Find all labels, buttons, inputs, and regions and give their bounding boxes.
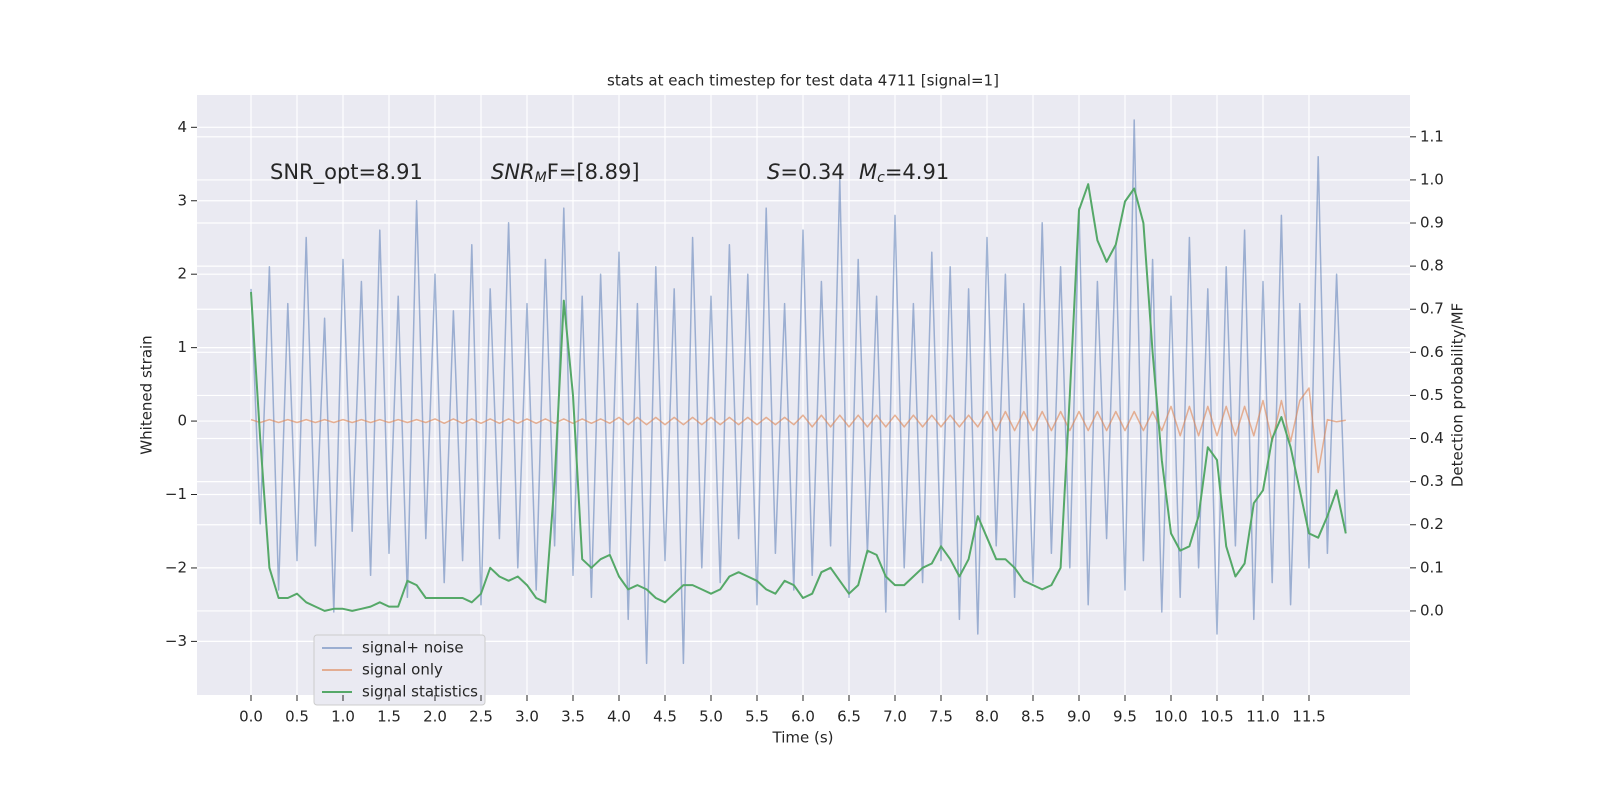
x-tick-label: 10.0 [1154,708,1187,726]
y2-tick-label: 0.5 [1420,386,1444,404]
x-tick-label: 9.0 [1067,708,1091,726]
annotation-text: SNR_opt=8.91 [270,160,423,185]
series-line [250,183,1347,612]
y-tick-label: 4 [177,118,187,136]
x-tick-label: 8.0 [975,708,999,726]
annotation: S=0.34 [767,160,845,184]
annotation-text: c [877,170,885,186]
annotation: SNR_opt=8.91 [270,160,423,185]
y-tick-label: −2 [165,558,187,576]
x-tick-label: 1.0 [331,708,355,726]
x-axis-label: Time (s) [772,729,834,747]
x-tick-label: 4.5 [653,708,677,726]
legend-label: signal statistics [362,683,478,701]
y2-tick-label: 1.0 [1420,170,1444,188]
x-tick-label: 6.0 [791,708,815,726]
x-tick-label: 9.5 [1113,708,1137,726]
x-tick-label: 10.5 [1200,708,1233,726]
y2-tick-label: 0.7 [1420,300,1444,318]
y2-tick-label: 0.4 [1420,429,1444,447]
y2-tick-label: 0.0 [1420,601,1444,619]
y-tick-label: 0 [177,412,187,430]
y-tick-label: −3 [165,632,187,650]
x-tick-label: 5.0 [699,708,723,726]
y2-tick-label: 0.3 [1420,472,1444,490]
x-tick-label: 11.0 [1246,708,1279,726]
y-tick-label: −1 [165,485,187,503]
x-tick-label: 6.5 [837,708,861,726]
x-tick-label: 0.5 [285,708,309,726]
y-tick-label: 2 [177,265,187,283]
x-tick-label: 1.5 [377,708,401,726]
x-tick-label: 4.0 [607,708,631,726]
annotation-text: SNR [491,160,535,184]
y2-tick-label: 0.9 [1420,214,1444,232]
annotation-text: M [859,160,877,184]
chart-title: stats at each timestep for test data 471… [607,72,999,90]
y2-tick-label: 0.8 [1420,257,1444,275]
x-tick-label: 0.0 [239,708,263,726]
series-line [250,387,1346,474]
legend-label: signal only [362,661,443,679]
annotation-text: F=[8.89] [547,160,640,184]
x-tick-label: 11.5 [1292,708,1325,726]
x-tick-label: 8.5 [1021,708,1045,726]
y2-tick-label: 0.1 [1420,558,1444,576]
legend-box [313,634,486,706]
annotation-text: =0.34 [780,160,844,184]
x-tick-label: 3.5 [561,708,585,726]
annotation: SNRMF=[8.89] [491,160,640,186]
y-axis-label: Whitened strain [138,335,156,454]
x-tick-label: 3.0 [515,708,539,726]
annotation: Mc=4.91 [859,160,949,186]
legend-label: signal+ noise [362,639,464,657]
annotation-text: =4.91 [885,160,949,184]
x-tick-label: 5.5 [745,708,769,726]
annotation-text: M [535,170,547,186]
y-tick-label: 1 [177,338,187,356]
series-line [250,119,1347,665]
x-tick-label: 7.5 [929,708,953,726]
y2-axis-label: Detection probability/MF [1449,303,1467,487]
x-tick-label: 2.5 [469,708,493,726]
y2-tick-label: 0.2 [1420,515,1444,533]
y-tick-label: 3 [177,191,187,209]
x-tick-label: 7.0 [883,708,907,726]
y2-tick-label: 1.1 [1420,127,1444,145]
y2-tick-label: 0.6 [1420,343,1444,361]
annotation-text: S [767,160,780,184]
x-tick-label: 2.0 [423,708,447,726]
